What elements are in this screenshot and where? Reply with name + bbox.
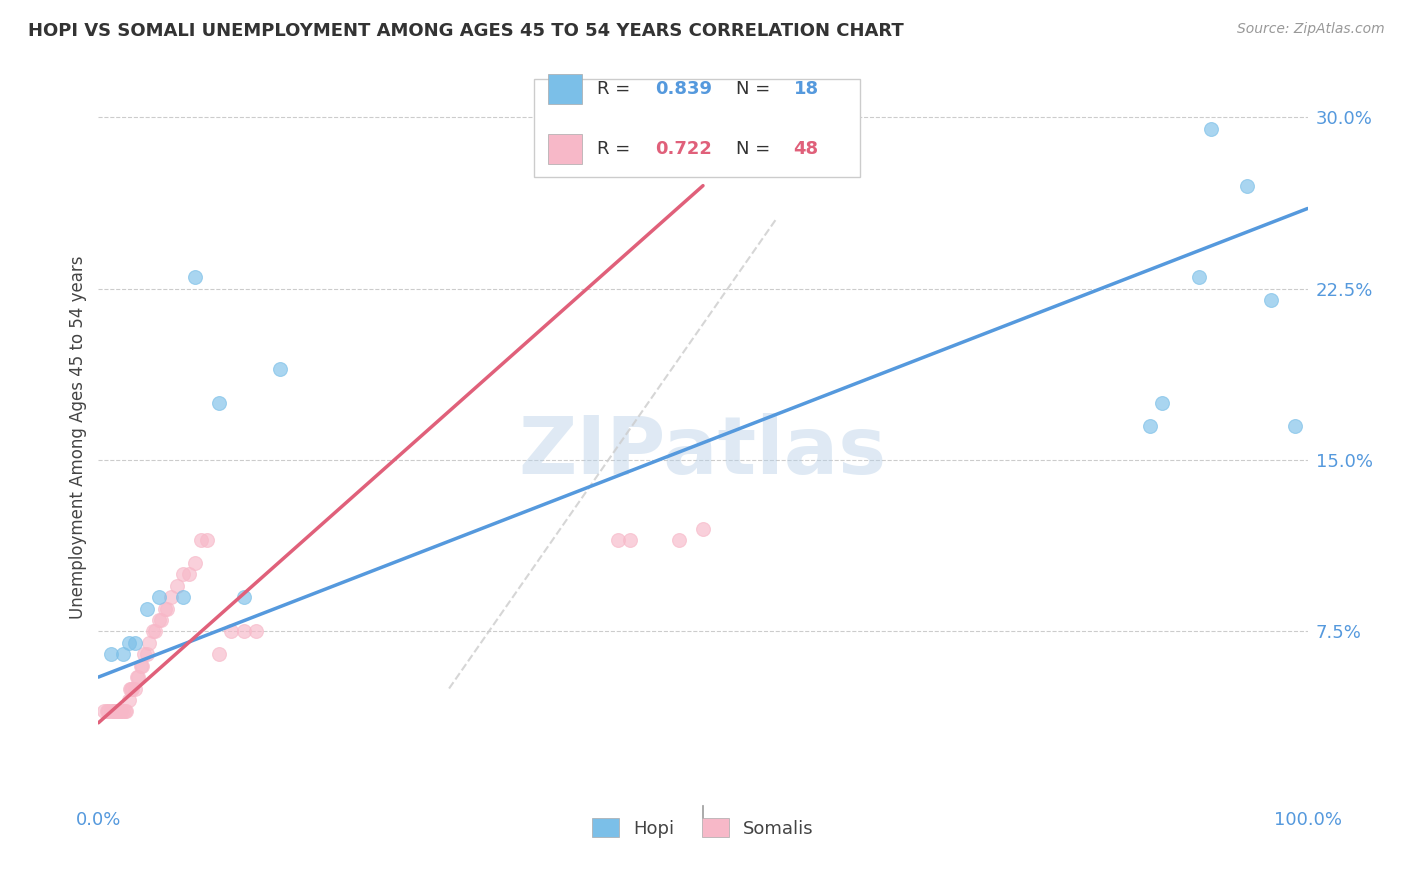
Point <box>156 601 179 615</box>
Point <box>115 705 138 719</box>
Point <box>150 613 173 627</box>
Point <box>118 636 141 650</box>
Text: R =: R = <box>596 80 636 98</box>
Point <box>221 624 243 639</box>
Text: 18: 18 <box>793 80 818 98</box>
Point <box>208 647 231 661</box>
Point <box>118 681 141 696</box>
Point <box>172 567 194 582</box>
FancyBboxPatch shape <box>548 73 582 104</box>
Point <box>269 361 291 376</box>
Point <box>245 624 267 639</box>
Point <box>208 396 231 410</box>
Point <box>142 624 165 639</box>
Point <box>179 567 201 582</box>
Point <box>104 705 127 719</box>
Point <box>184 556 207 570</box>
Text: 0.722: 0.722 <box>655 140 711 158</box>
Point <box>127 670 149 684</box>
Point <box>110 705 132 719</box>
Text: Source: ZipAtlas.com: Source: ZipAtlas.com <box>1237 22 1385 37</box>
Point <box>108 705 131 719</box>
Point <box>93 705 115 719</box>
Point <box>148 590 170 604</box>
Point <box>148 613 170 627</box>
Text: N =: N = <box>735 80 776 98</box>
Point <box>1139 418 1161 433</box>
Point <box>124 681 146 696</box>
Point <box>101 705 124 719</box>
Point <box>692 521 714 535</box>
Point <box>100 647 122 661</box>
Point <box>232 590 254 604</box>
Point <box>107 705 129 719</box>
Point <box>143 624 166 639</box>
Point <box>1236 178 1258 193</box>
Point <box>124 636 146 650</box>
Point <box>97 705 120 719</box>
Point <box>105 705 128 719</box>
Point <box>172 590 194 604</box>
Point <box>232 624 254 639</box>
Point <box>166 579 188 593</box>
Text: 0.839: 0.839 <box>655 80 711 98</box>
Point <box>129 658 152 673</box>
Y-axis label: Unemployment Among Ages 45 to 54 years: Unemployment Among Ages 45 to 54 years <box>69 255 87 619</box>
Point <box>138 636 160 650</box>
Legend: Hopi, Somalis: Hopi, Somalis <box>585 811 821 845</box>
Point <box>103 705 125 719</box>
Text: R =: R = <box>596 140 636 158</box>
Point <box>153 601 176 615</box>
Point <box>118 693 141 707</box>
FancyBboxPatch shape <box>534 78 860 178</box>
Point <box>668 533 690 547</box>
Point <box>108 705 131 719</box>
FancyBboxPatch shape <box>548 134 582 164</box>
Point <box>121 681 143 696</box>
Point <box>190 533 212 547</box>
Point <box>134 647 156 661</box>
Text: 48: 48 <box>793 140 818 158</box>
Point <box>111 705 134 719</box>
Point <box>120 681 142 696</box>
Point <box>619 533 641 547</box>
Point <box>1260 293 1282 307</box>
Point <box>1152 396 1174 410</box>
Text: ZIPatlas: ZIPatlas <box>519 413 887 491</box>
Point <box>96 705 118 719</box>
Point <box>1188 270 1211 285</box>
Point <box>1199 121 1222 136</box>
Point <box>114 705 136 719</box>
Point <box>135 601 157 615</box>
Point <box>127 670 149 684</box>
Point <box>135 647 157 661</box>
Point <box>184 270 207 285</box>
Point <box>195 533 218 547</box>
Point <box>131 658 153 673</box>
Text: HOPI VS SOMALI UNEMPLOYMENT AMONG AGES 45 TO 54 YEARS CORRELATION CHART: HOPI VS SOMALI UNEMPLOYMENT AMONG AGES 4… <box>28 22 904 40</box>
Point <box>160 590 183 604</box>
Point <box>100 705 122 719</box>
Point <box>1284 418 1306 433</box>
Point <box>111 647 134 661</box>
Point <box>607 533 630 547</box>
Text: N =: N = <box>735 140 776 158</box>
